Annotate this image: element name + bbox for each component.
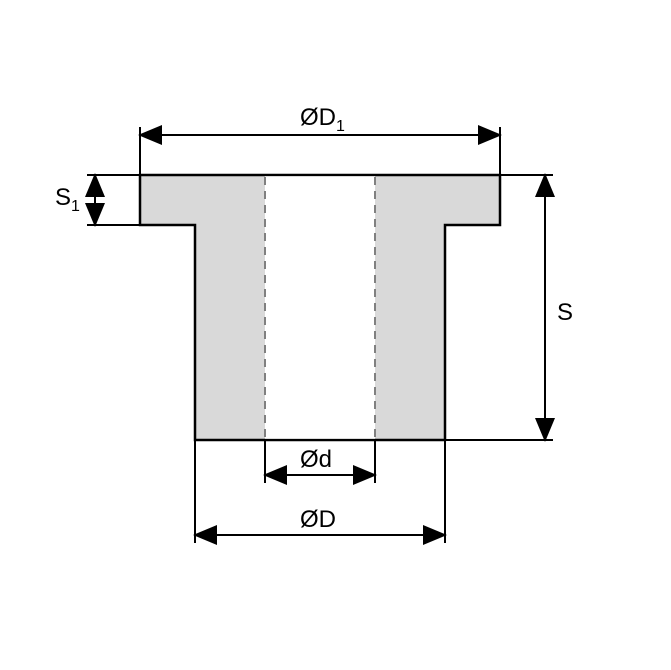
label-D1: ØD1 xyxy=(300,104,345,135)
label-d: Ød xyxy=(300,446,332,473)
label-D: ØD xyxy=(300,506,336,533)
dimension-S1: S1 xyxy=(55,175,140,225)
label-S1: S1 xyxy=(55,184,80,215)
bushing-diagram: ØD1 S1 S Ød ØD xyxy=(0,0,671,670)
label-S: S xyxy=(557,299,573,326)
dimension-D1: ØD1 xyxy=(140,104,500,175)
dimension-d: Ød xyxy=(265,440,375,483)
bore-opening xyxy=(265,176,375,439)
